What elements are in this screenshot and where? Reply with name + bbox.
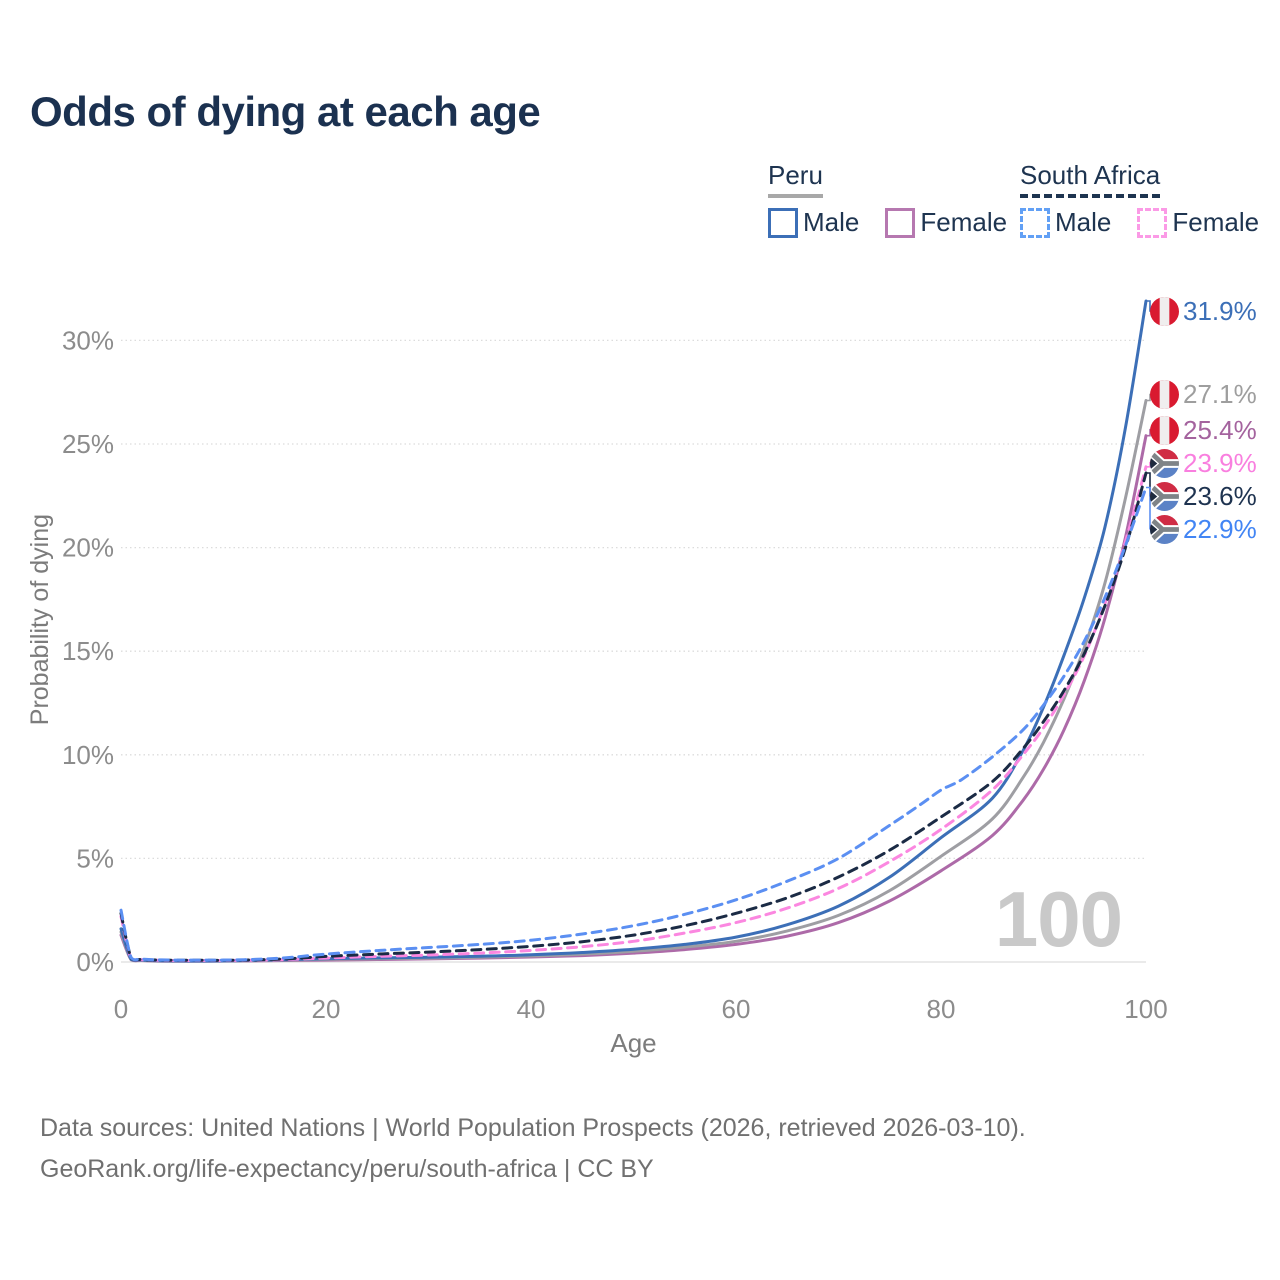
legend-country-south-africa[interactable]: South Africa xyxy=(1020,160,1161,198)
series-lines xyxy=(119,299,1148,963)
x-tick-label: 40 xyxy=(517,994,546,1024)
x-tick-label: 60 xyxy=(722,994,751,1024)
end-label-peru-female: 25.4% xyxy=(1150,415,1257,446)
end-label-za-male: 22.9% xyxy=(1150,514,1257,545)
za-flag-icon xyxy=(1150,514,1179,544)
footer-sources: Data sources: United Nations | World Pop… xyxy=(40,1114,1026,1142)
x-axis-title: Age xyxy=(610,1028,657,1058)
za-flag-icon xyxy=(1150,481,1179,511)
peru-flag-icon xyxy=(1150,380,1179,410)
series-line-za-male xyxy=(119,486,1148,962)
za-flag-icon xyxy=(1150,448,1179,478)
series-line-peru-male xyxy=(119,299,1148,963)
end-label-peru-male: 31.9% xyxy=(1150,296,1257,327)
legend-item-south-africa-female[interactable]: Female xyxy=(1137,207,1259,238)
end-label-peru-both: 27.1% xyxy=(1150,379,1257,410)
end-label-za-female: 23.9% xyxy=(1150,448,1257,479)
gridlines xyxy=(121,339,1146,963)
page-title: Odds of dying at each age xyxy=(30,88,541,135)
legend-item-peru-female[interactable]: Female xyxy=(885,207,1007,238)
legend-item-south-africa-male[interactable]: Male xyxy=(1020,207,1111,238)
end-label-value: 23.6% xyxy=(1183,480,1257,511)
footer: Data sources: United Nations | World Pop… xyxy=(40,1108,1026,1190)
legend-group-peru: Peru Male Female xyxy=(768,160,1007,238)
legend-country-peru[interactable]: Peru xyxy=(768,160,823,198)
y-axis-title-wrap: Probability of dying xyxy=(18,400,62,840)
legend-group-south-africa: South Africa Male Female xyxy=(1020,160,1259,238)
south-africa-female-line-swatch-icon xyxy=(1137,207,1168,238)
end-label-value: 23.9% xyxy=(1183,447,1257,478)
x-tick-label: 100 xyxy=(1124,994,1167,1024)
end-label-value: 27.1% xyxy=(1183,379,1257,410)
age-watermark: 100 xyxy=(994,875,1123,963)
y-tick-label: 30% xyxy=(62,325,114,355)
x-tick-label: 20 xyxy=(312,994,341,1024)
legend-label-south-africa-male: Male xyxy=(1055,207,1112,237)
y-tick-label: 10% xyxy=(62,740,114,770)
footer-link: GeoRank.org/life-expectancy/peru/south-a… xyxy=(40,1155,654,1183)
y-tick-label: 0% xyxy=(76,947,114,977)
end-label-value: 25.4% xyxy=(1183,414,1257,445)
peru-flag-icon xyxy=(1150,297,1179,327)
end-label-value: 22.9% xyxy=(1183,513,1257,544)
x-tick-label: 0 xyxy=(114,994,128,1024)
peru-female-line-swatch-icon xyxy=(885,207,916,238)
mortality-line-chart[interactable]: 0% 5% 10% 15% 20% 25% 30% 0 20 40 60 80 100 xyxy=(0,0,1280,1080)
legend-label-south-africa-female: Female xyxy=(1172,207,1260,237)
axis-tick-labels: 0% 5% 10% 15% 20% 25% 30% 0 20 40 60 80 100 xyxy=(62,325,1168,1024)
y-tick-label: 25% xyxy=(62,429,114,459)
south-africa-male-line-swatch-icon xyxy=(1020,207,1050,238)
y-axis-title: Probability of dying xyxy=(25,514,54,726)
y-tick-label: 20% xyxy=(62,533,114,563)
y-tick-label: 5% xyxy=(76,843,114,873)
end-label-za-both: 23.6% xyxy=(1150,481,1257,512)
legend-label-peru-male: Male xyxy=(803,207,860,237)
peru-male-line-swatch-icon xyxy=(768,207,798,238)
x-tick-label: 80 xyxy=(927,994,956,1024)
legend-item-peru-male[interactable]: Male xyxy=(768,207,859,238)
legend-label-peru-female: Female xyxy=(920,207,1008,237)
y-tick-label: 15% xyxy=(62,636,114,666)
end-label-value: 31.9% xyxy=(1183,296,1257,327)
peru-flag-icon xyxy=(1150,415,1179,445)
